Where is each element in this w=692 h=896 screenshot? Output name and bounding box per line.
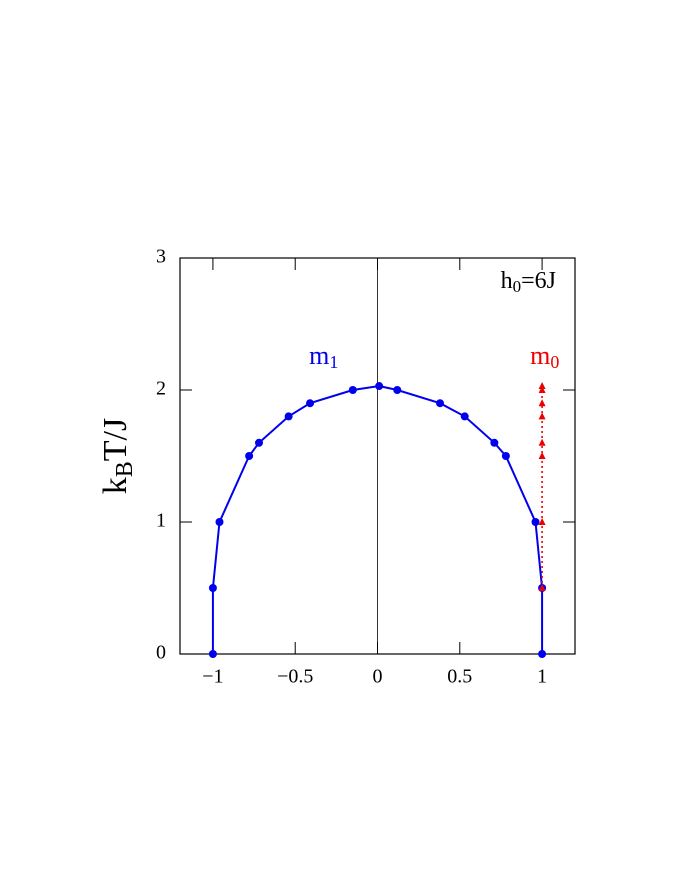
point bbox=[531, 518, 540, 526]
point bbox=[538, 518, 546, 525]
point bbox=[460, 412, 469, 421]
point bbox=[501, 452, 510, 460]
point bbox=[538, 386, 546, 393]
point bbox=[284, 412, 293, 421]
point bbox=[348, 386, 357, 394]
point bbox=[538, 584, 546, 591]
y-tick-label: 2 bbox=[156, 378, 166, 400]
x-tick-label: −0.5 bbox=[277, 666, 313, 688]
x-tick-label: 0 bbox=[373, 666, 383, 688]
point bbox=[375, 382, 384, 391]
series-label-sub: 0 bbox=[550, 352, 559, 372]
point bbox=[306, 399, 315, 408]
point bbox=[538, 650, 547, 658]
point bbox=[208, 650, 217, 658]
series-label: m0 bbox=[530, 341, 559, 372]
point bbox=[245, 452, 254, 460]
point bbox=[393, 386, 402, 394]
point bbox=[215, 518, 224, 526]
x-tick-label: 1 bbox=[537, 666, 547, 688]
point bbox=[538, 382, 546, 390]
annotation: h0=6J bbox=[501, 268, 556, 296]
series-label-base: m bbox=[309, 341, 329, 370]
point bbox=[538, 399, 546, 407]
y-tick-label: 3 bbox=[156, 246, 166, 268]
point bbox=[538, 438, 546, 446]
y-tick-label: 0 bbox=[156, 642, 166, 664]
point bbox=[255, 438, 263, 447]
point bbox=[490, 438, 499, 447]
point bbox=[538, 452, 546, 459]
series-label: m1 bbox=[309, 341, 338, 372]
point bbox=[436, 399, 445, 408]
y-tick-label: 1 bbox=[156, 510, 166, 532]
x-tick-label: 0.5 bbox=[447, 666, 472, 688]
series-label-sub: 1 bbox=[329, 352, 338, 372]
series-label-base: m bbox=[530, 341, 550, 370]
point bbox=[538, 412, 546, 420]
y-axis-label: kBT/J bbox=[97, 418, 138, 494]
point bbox=[208, 584, 217, 592]
x-tick-label: −1 bbox=[202, 666, 223, 688]
